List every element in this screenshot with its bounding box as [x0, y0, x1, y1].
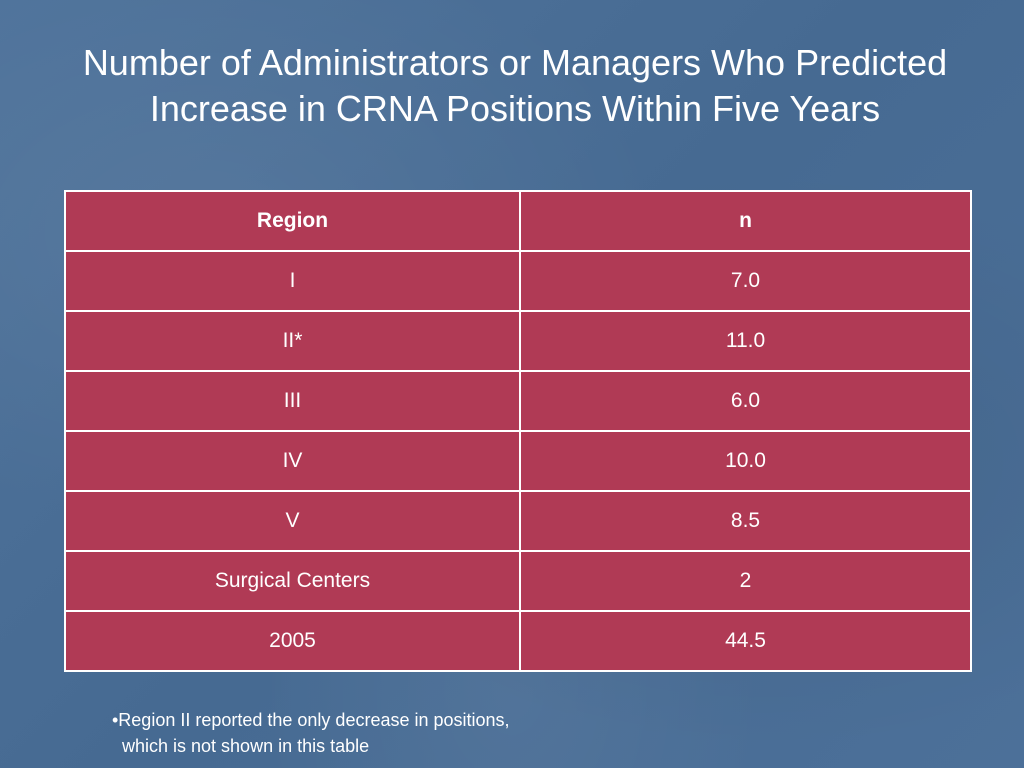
cell-region: I	[66, 250, 521, 312]
cell-n: 2	[519, 550, 970, 612]
footnote: •Region II reported the only decrease in…	[112, 707, 510, 759]
slide-title-line-2: Increase in CRNA Positions Within Five Y…	[149, 88, 881, 129]
table-row: II* 11.0	[66, 310, 970, 372]
data-table-frame: Region n I 7.0 II* 11.0 III 6.0 IV 10.0	[64, 190, 972, 672]
slide-title: Number of Administrators or Managers Who…	[20, 40, 1010, 132]
table-row: V 8.5	[66, 490, 970, 552]
cell-n: 44.5	[519, 610, 970, 670]
table-row: III 6.0	[66, 370, 970, 432]
cell-n: 7.0	[519, 250, 970, 312]
cell-n: 8.5	[519, 490, 970, 552]
table-row: 2005 44.5	[66, 610, 970, 670]
table-row: I 7.0	[66, 250, 970, 312]
footnote-line-1: •Region II reported the only decrease in…	[112, 710, 510, 730]
cell-n: 10.0	[519, 430, 970, 492]
cell-region: V	[66, 490, 521, 552]
cell-region: IV	[66, 430, 521, 492]
cell-n: 6.0	[519, 370, 970, 432]
cell-region: III	[66, 370, 521, 432]
table-header-row: Region n	[66, 192, 970, 252]
footnote-line-2: which is not shown in this table	[112, 736, 370, 756]
table-row: IV 10.0	[66, 430, 970, 492]
table-row: Surgical Centers 2	[66, 550, 970, 612]
data-table: Region n I 7.0 II* 11.0 III 6.0 IV 10.0	[66, 192, 970, 670]
cell-region: 2005	[66, 610, 521, 670]
cell-region: Surgical Centers	[66, 550, 521, 612]
cell-region: II*	[66, 310, 521, 372]
column-header-n: n	[519, 192, 970, 252]
slide-title-line-1: Number of Administrators or Managers Who…	[82, 42, 948, 83]
column-header-region: Region	[66, 192, 521, 252]
cell-n: 11.0	[519, 310, 970, 372]
